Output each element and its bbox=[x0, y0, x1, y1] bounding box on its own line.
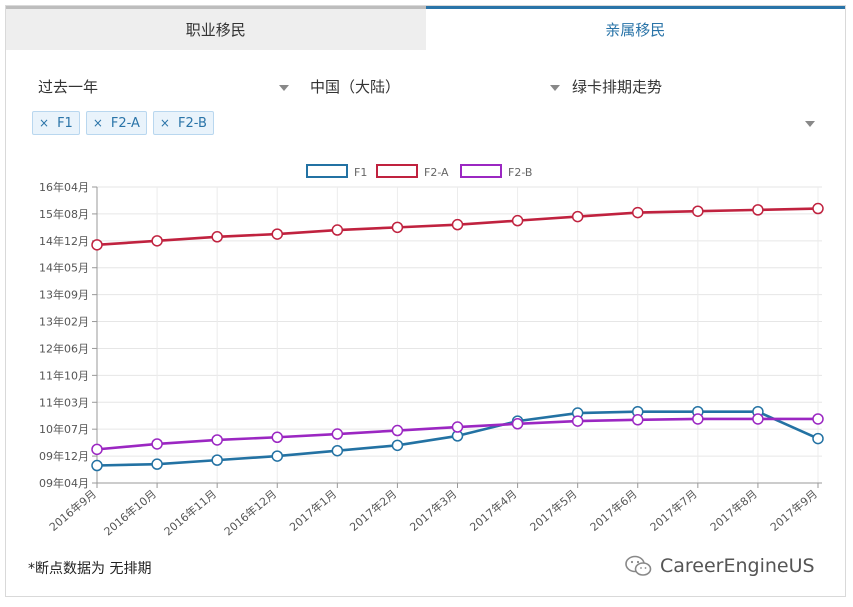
data-point bbox=[812, 413, 824, 425]
brand-name: CareerEngineUS bbox=[660, 555, 815, 577]
metric-label[interactable]: 绿卡排期走势 bbox=[572, 78, 663, 96]
y-tick-label: 15年08月 bbox=[39, 207, 89, 221]
legend-swatch bbox=[376, 164, 418, 178]
chips-caret-down-icon[interactable] bbox=[805, 121, 815, 127]
chip-f2b: × F2-B bbox=[152, 111, 214, 135]
chip-remove-icon[interactable]: × bbox=[159, 116, 170, 130]
period-select[interactable]: 过去一年 bbox=[38, 78, 99, 96]
x-tick-label: 2016年9月 bbox=[46, 487, 99, 534]
x-tick-label: 2017年4月 bbox=[467, 487, 520, 534]
chip-remove-icon[interactable]: × bbox=[39, 116, 50, 130]
chip-f2a: × F2-A bbox=[85, 111, 147, 135]
x-tick-label: 2017年2月 bbox=[347, 487, 400, 534]
y-tick-label: 13年02月 bbox=[39, 315, 89, 329]
period-caret-down-icon[interactable] bbox=[279, 85, 289, 91]
data-point bbox=[812, 432, 824, 445]
x-tick-label: 2017年6月 bbox=[587, 487, 640, 534]
data-point bbox=[391, 439, 404, 452]
data-point bbox=[331, 428, 344, 440]
data-point bbox=[632, 206, 644, 219]
tab-employment-immigration[interactable]: 职业移民 bbox=[6, 6, 426, 50]
footnote: *断点数据为 无排期 bbox=[28, 561, 152, 577]
data-point bbox=[151, 458, 163, 470]
data-point bbox=[271, 431, 283, 444]
x-tick-label: 2017年9月 bbox=[767, 487, 820, 534]
x-tick-label: 2017年5月 bbox=[527, 487, 580, 534]
data-point bbox=[451, 421, 464, 433]
data-point bbox=[91, 239, 103, 251]
brand-watermark: CareerEngineUS bbox=[624, 554, 815, 578]
tab-family-immigration[interactable]: 亲属移民 bbox=[425, 6, 845, 50]
country-caret-down-icon[interactable] bbox=[550, 85, 560, 91]
data-point bbox=[271, 228, 283, 240]
x-tick-label: 2016年11月 bbox=[161, 487, 219, 539]
data-point bbox=[451, 218, 464, 231]
data-point bbox=[752, 204, 764, 216]
data-point bbox=[812, 202, 824, 215]
chip-label: F2-A bbox=[110, 115, 140, 131]
data-point bbox=[211, 454, 223, 466]
y-tick-label: 09年12月 bbox=[39, 449, 89, 463]
legend-label: F2-B bbox=[508, 166, 532, 179]
data-point bbox=[331, 224, 344, 236]
chip-label: F2-B bbox=[177, 115, 207, 131]
y-tick-label: 14年05月 bbox=[39, 261, 89, 275]
y-tick-label: 12年06月 bbox=[39, 341, 89, 355]
data-point bbox=[211, 231, 223, 243]
x-tick-label: 2017年7月 bbox=[647, 487, 700, 534]
data-point bbox=[391, 221, 404, 234]
data-point bbox=[211, 434, 223, 446]
chip-f1: × F1 bbox=[32, 111, 80, 135]
data-point bbox=[331, 444, 344, 457]
data-point bbox=[151, 438, 163, 450]
data-point bbox=[271, 450, 283, 462]
category-tabs: 职业移民 亲属移民 bbox=[6, 6, 845, 50]
data-point bbox=[91, 459, 103, 472]
x-tick-label: 2017年1月 bbox=[287, 487, 340, 534]
x-tick-label: 2017年8月 bbox=[707, 487, 760, 534]
data-point bbox=[571, 415, 584, 427]
legend-label: F2-A bbox=[424, 166, 449, 179]
legend-swatch bbox=[460, 164, 502, 178]
data-point bbox=[571, 210, 584, 223]
y-tick-label: 09年04月 bbox=[39, 476, 89, 490]
data-point bbox=[752, 413, 764, 425]
y-tick-label: 14年12月 bbox=[39, 234, 89, 248]
chart-panel bbox=[5, 5, 846, 597]
x-tick-label: 2016年10月 bbox=[101, 487, 159, 539]
data-point bbox=[511, 214, 524, 227]
category-chip-list: × F1 × F2-A × F2-B bbox=[32, 111, 214, 135]
y-tick-label: 13年09月 bbox=[39, 288, 89, 302]
data-point bbox=[511, 418, 524, 430]
data-point bbox=[692, 205, 704, 217]
legend-swatch bbox=[306, 164, 348, 178]
x-tick-label: 2017年3月 bbox=[407, 487, 460, 534]
chip-label: F1 bbox=[57, 115, 73, 131]
data-point bbox=[632, 414, 644, 426]
data-point bbox=[391, 424, 404, 437]
data-point bbox=[151, 235, 163, 247]
country-select[interactable]: 中国（大陆） bbox=[310, 78, 401, 96]
data-point bbox=[91, 443, 103, 456]
x-tick-label: 2016年12月 bbox=[221, 487, 279, 539]
y-tick-label: 10年07月 bbox=[39, 422, 89, 436]
y-tick-label: 11年03月 bbox=[39, 395, 89, 409]
wechat-icon bbox=[625, 555, 652, 576]
y-tick-label: 16年04月 bbox=[39, 180, 89, 194]
y-tick-label: 11年10月 bbox=[39, 368, 89, 382]
data-point bbox=[692, 413, 704, 425]
legend-label: F1 bbox=[354, 166, 367, 179]
chip-remove-icon[interactable]: × bbox=[92, 116, 103, 130]
